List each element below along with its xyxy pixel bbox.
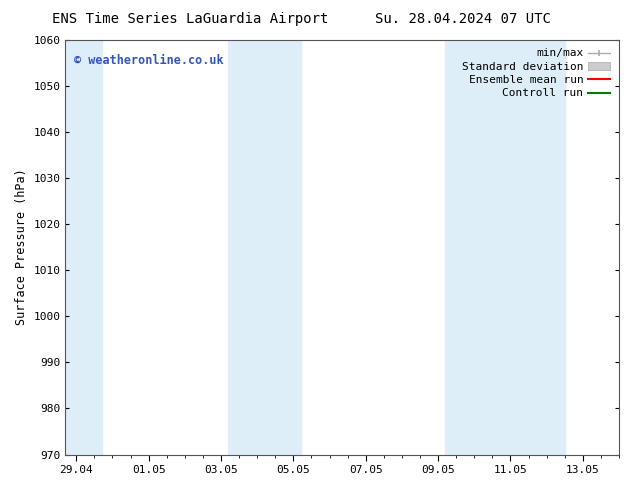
Text: ENS Time Series LaGuardia Airport: ENS Time Series LaGuardia Airport bbox=[52, 12, 328, 26]
Y-axis label: Surface Pressure (hPa): Surface Pressure (hPa) bbox=[15, 169, 28, 325]
Bar bbox=[228, 40, 301, 455]
Text: © weatheronline.co.uk: © weatheronline.co.uk bbox=[74, 54, 223, 67]
Text: Su. 28.04.2024 07 UTC: Su. 28.04.2024 07 UTC bbox=[375, 12, 551, 26]
Legend: min/max, Standard deviation, Ensemble mean run, Controll run: min/max, Standard deviation, Ensemble me… bbox=[458, 45, 614, 102]
Bar bbox=[445, 40, 565, 455]
Bar bbox=[65, 40, 101, 455]
